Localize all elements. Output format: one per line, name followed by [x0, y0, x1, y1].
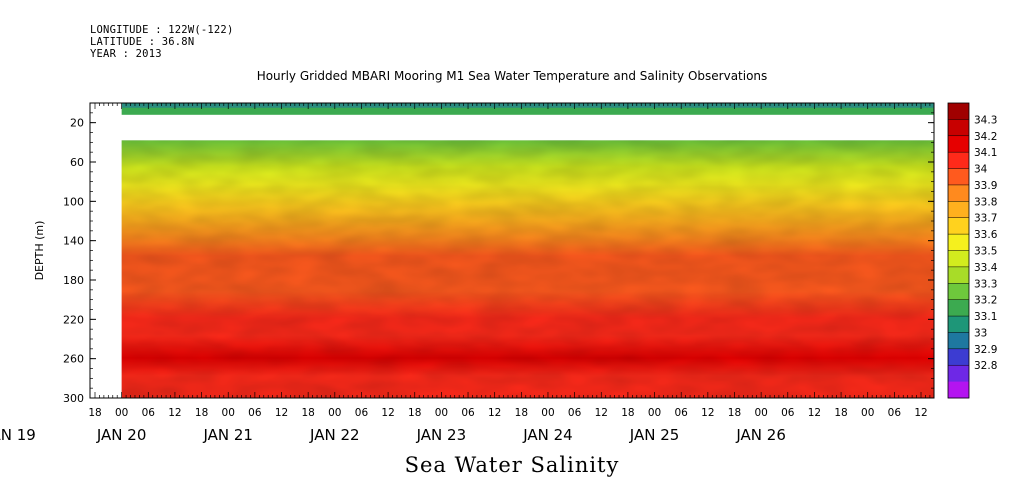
colorbar-swatch — [948, 234, 969, 251]
colorbar-label: 34.3 — [974, 114, 997, 126]
y-tick-label: 100 — [63, 195, 84, 208]
x-hour-label: 12 — [168, 407, 181, 419]
colorbar-swatch — [948, 217, 969, 235]
x-hour-label: 18 — [728, 407, 741, 419]
colorbar-label: 33.2 — [974, 295, 997, 307]
colorbar-swatch — [948, 184, 969, 202]
colorbar-label: 33.5 — [974, 246, 997, 258]
x-hour-label: 00 — [435, 407, 448, 419]
y-tick-label: 180 — [63, 274, 84, 287]
x-hour-label: 18 — [88, 407, 101, 419]
x-hour-label: 12 — [275, 407, 288, 419]
x-hour-label: 12 — [595, 407, 608, 419]
axes: 20 60 100 140 180 220 260 300 DEPTH (m) 18 00 06 12 1… — [0, 102, 935, 444]
colorbar-swatch — [948, 119, 969, 137]
plot-area — [121, 103, 934, 398]
colorbar-swatch — [948, 135, 969, 153]
colorbar-swatch — [948, 283, 969, 301]
colorbar-label: 32.9 — [974, 344, 997, 356]
x-day-label: JAN 26 — [735, 426, 786, 444]
colorbar-swatch — [948, 348, 969, 366]
year-label: YEAR : 2013 — [90, 48, 162, 60]
salinity-chart: 20 60 100 140 180 220 260 300 DEPTH (m) 18 00 06 12 1… — [0, 102, 998, 444]
colorbar-swatch — [948, 168, 969, 186]
x-hour-label: 18 — [621, 407, 634, 419]
x-hour-label: 18 — [408, 407, 421, 419]
x-day-label: JAN 24 — [522, 426, 573, 444]
colorbar-label: 32.8 — [974, 360, 997, 372]
x-hour-label: 06 — [248, 407, 262, 419]
latitude-label: LATITUDE : 36.8N — [90, 36, 195, 48]
x-hour-label: 06 — [888, 407, 902, 419]
colorbar-label: 33.6 — [974, 229, 998, 241]
x-hour-label: 06 — [461, 407, 475, 419]
y-tick-label: 140 — [63, 235, 84, 248]
colorbar-swatch — [948, 381, 969, 399]
x-day-label: JAN 19 — [0, 426, 36, 444]
x-hour-label: 12 — [488, 407, 501, 419]
colorbar-swatch — [948, 299, 969, 317]
x-hour-label: 00 — [754, 407, 767, 419]
colorbar-label: 33.1 — [974, 311, 997, 323]
colorbar-label: 34.2 — [974, 131, 997, 143]
x-hour-label: 12 — [914, 407, 927, 419]
colorbar-swatch — [948, 201, 969, 219]
y-axis-label: DEPTH (m) — [33, 221, 46, 281]
x-hour-label: 06 — [142, 407, 156, 419]
colorbar: 34.3 34.2 34.1 34 33.9 33.8 33.7 33.6 33.5 33.4 33… — [947, 102, 998, 399]
x-hour-label: 06 — [781, 407, 795, 419]
x-hour-label: 00 — [541, 407, 554, 419]
colorbar-swatch — [948, 250, 969, 268]
chart-subtitle: Sea Water Salinity — [404, 453, 620, 477]
colorbar-label: 33.4 — [974, 262, 998, 274]
x-hour-label: 12 — [381, 407, 394, 419]
x-hour-label: 00 — [328, 407, 341, 419]
longitude-label: LONGITUDE : 122W(-122) — [90, 24, 234, 36]
colorbar-label: 34.1 — [974, 147, 997, 159]
x-day-label: JAN 20 — [96, 426, 147, 444]
y-tick-label: 60 — [70, 156, 84, 169]
x-day-label: JAN 25 — [629, 426, 680, 444]
colorbar-label: 33.9 — [974, 180, 997, 192]
x-hour-label: 00 — [222, 407, 235, 419]
salinity-texture — [121, 140, 934, 398]
x-hour-label: 12 — [808, 407, 821, 419]
chart-title: Hourly Gridded MBARI Mooring M1 Sea Wate… — [256, 69, 768, 83]
colorbar-label: 34 — [974, 164, 988, 176]
x-hour-label: 06 — [355, 407, 369, 419]
colorbar-swatch — [948, 152, 969, 169]
colorbar-label: 33.8 — [974, 196, 997, 208]
x-hour-label: 00 — [861, 407, 874, 419]
surface-band — [121, 103, 934, 115]
x-hour-label: 18 — [515, 407, 528, 419]
x-hour-label: 18 — [301, 407, 314, 419]
x-hour-label: 12 — [701, 407, 714, 419]
colorbar-label: 33.3 — [974, 278, 997, 290]
location-info: LONGITUDE : 122W(-122) LATITUDE : 36.8N … — [90, 24, 233, 60]
x-day-label: JAN 23 — [416, 426, 467, 444]
y-tick-label: 20 — [70, 117, 84, 130]
colorbar-swatch — [948, 316, 969, 333]
x-day-label: JAN 22 — [309, 426, 360, 444]
x-hour-label: 00 — [115, 407, 128, 419]
x-hour-label: 06 — [568, 407, 582, 419]
x-hour-label: 00 — [648, 407, 661, 419]
y-tick-label: 260 — [63, 353, 84, 366]
x-hour-label: 06 — [675, 407, 689, 419]
colorbar-swatch — [948, 266, 969, 284]
colorbar-swatch — [948, 332, 969, 350]
x-day-label: JAN 21 — [202, 426, 253, 444]
surface-band-top — [121, 103, 934, 108]
colorbar-label: 33 — [974, 327, 987, 339]
y-tick-label: 300 — [63, 392, 84, 405]
x-hour-label: 18 — [195, 407, 208, 419]
x-hour-label: 18 — [834, 407, 847, 419]
colorbar-swatch — [948, 103, 969, 120]
colorbar-label: 33.7 — [974, 213, 997, 225]
y-tick-label: 220 — [63, 313, 84, 326]
colorbar-swatch — [948, 365, 969, 383]
